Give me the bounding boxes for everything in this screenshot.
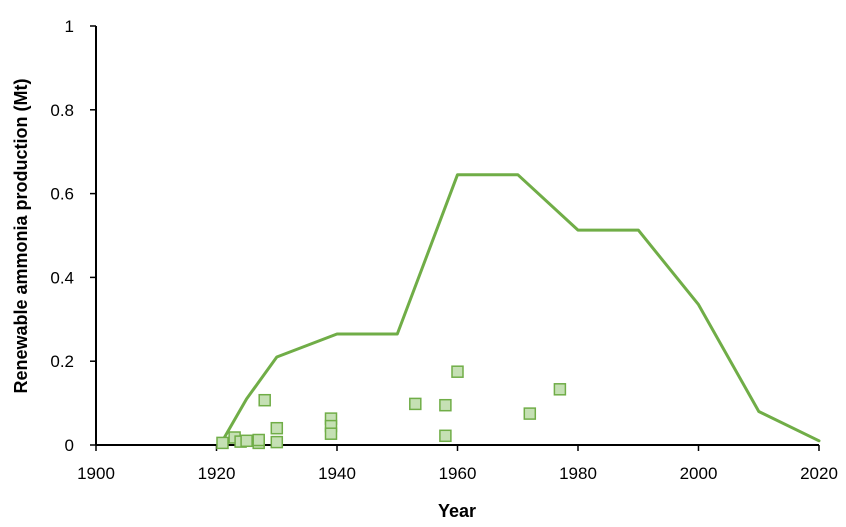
scatter-point [258, 393, 271, 407]
scatter-point [451, 365, 464, 378]
y-tick-label: 0.4 [50, 268, 74, 287]
x-tick-label: 1980 [559, 464, 597, 483]
scatter-point [523, 407, 537, 420]
axes [95, 26, 819, 446]
ticks: 1900 1920 1940 1960 1980 2000 2020 0 0.2 0.4 0.6 0.… [50, 17, 838, 483]
y-tick-label: 1 [65, 17, 74, 36]
scatter-point [240, 434, 253, 448]
series [216, 173, 821, 450]
scatter-point [270, 435, 284, 449]
x-tick-label: 2000 [680, 464, 718, 483]
x-tick-label: 1940 [318, 464, 356, 483]
y-tick-label: 0.2 [50, 352, 74, 371]
series-line [221, 173, 821, 443]
y-tick-label: 0 [65, 436, 74, 455]
scatter-point [439, 398, 452, 412]
y-tick-label: 0.6 [50, 185, 74, 204]
scatter-point [216, 436, 229, 450]
scatter-point [439, 429, 452, 443]
x-axis-title: Year [438, 501, 476, 521]
scatter-point [324, 427, 338, 440]
x-tick-label: 1920 [198, 464, 236, 483]
x-tick-label: 2020 [800, 464, 838, 483]
scatter-point [409, 397, 422, 411]
y-tick-label: 0.8 [50, 101, 74, 120]
y-axis-title: Renewable ammonia production (Mt) [11, 78, 31, 393]
x-tick-label: 1900 [77, 464, 115, 483]
scatter-point [270, 421, 284, 435]
scatter-point [252, 433, 265, 447]
scatter-point [553, 383, 567, 396]
x-tick-label: 1960 [439, 464, 477, 483]
